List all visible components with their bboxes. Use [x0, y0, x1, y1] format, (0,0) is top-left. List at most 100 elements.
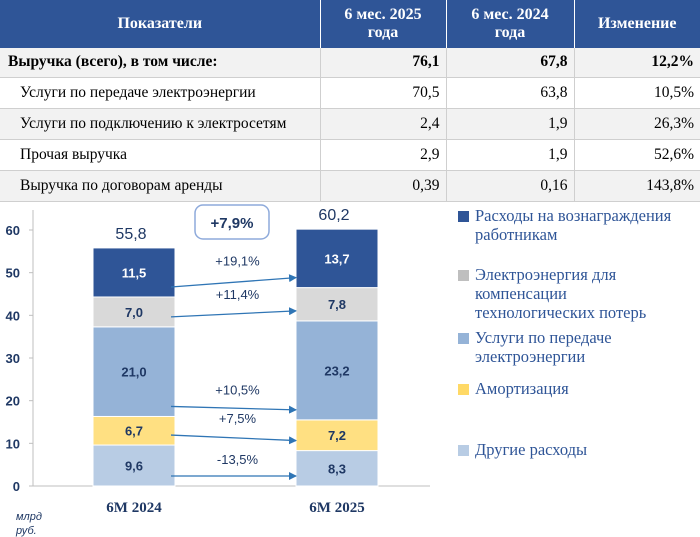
legend-item: Электроэнергия для компенсации технологиче…	[458, 265, 646, 322]
row-value-2024: 63,8	[445, 77, 574, 109]
bar-segment	[92, 247, 176, 298]
legend-label-line: Амортизация	[475, 379, 569, 398]
bar-segment	[92, 444, 176, 487]
legend-label-line: электроэнергии	[475, 347, 586, 366]
table-row: Прочая выручка 2,9 1,9 52,6%	[0, 139, 700, 171]
row-value-2024: 67,8	[445, 48, 574, 78]
bar-segment-label: 6,7	[125, 424, 143, 439]
row-label: Выручка (всего), в том числе:	[0, 48, 320, 78]
legend-item: Амортизация	[458, 379, 569, 398]
bar-segment-label: 7,2	[328, 428, 346, 443]
change-label: -13,5%	[217, 452, 259, 467]
change-label: +7,5%	[219, 411, 257, 426]
change-arrow	[170, 434, 297, 445]
change-arrow	[170, 274, 297, 288]
bar-segment	[295, 228, 379, 289]
row-value-2025: 2,4	[319, 108, 446, 140]
y-tick-label: 50	[6, 266, 20, 281]
bar-segment-label: 13,7	[324, 251, 349, 266]
legend-label: Услуги по передаче электроэнергии	[475, 328, 612, 366]
legend-swatch	[458, 445, 469, 456]
row-change: 52,6%	[573, 139, 700, 171]
header-6m-2024-line1: 6 мес. 2024	[471, 6, 549, 23]
legend-label: Расходы на вознаграждения работникам	[475, 206, 671, 244]
bar-segment-label: 9,6	[125, 459, 143, 474]
bar-segment	[295, 320, 379, 421]
bar-total-label: 60,2	[318, 207, 349, 224]
y-tick-label: 20	[6, 394, 20, 409]
header-6m-2024-line2: года	[494, 24, 526, 41]
table-row: Услуги по подключению к электросетям 2,4…	[0, 108, 700, 140]
legend-item: Услуги по передаче электроэнергии	[458, 328, 612, 366]
change-arrow	[170, 405, 297, 414]
legend-swatch	[458, 270, 469, 281]
bar-segment-label: 7,8	[328, 297, 346, 312]
change-label: +19,1%	[215, 254, 260, 269]
legend-swatch	[458, 333, 469, 344]
bar-segment	[92, 415, 176, 446]
change-label: +10,5%	[215, 382, 260, 397]
legend-label-line: компенсации	[475, 284, 567, 303]
bar-segment-label: 21,0	[121, 365, 146, 380]
legend-item: Другие расходы	[458, 440, 587, 459]
bar-segment	[92, 326, 176, 417]
y-tick-label: 60	[6, 223, 20, 238]
row-value-2025: 70,5	[319, 77, 446, 109]
row-value-2025: 0,39	[319, 170, 446, 202]
bar-segment-label: 23,2	[324, 363, 349, 378]
x-category-label: 6M 2024	[106, 500, 162, 516]
row-value-2025: 76,1	[319, 48, 446, 78]
legend-label-line: Другие расходы	[475, 440, 588, 459]
legend-swatch	[458, 384, 469, 395]
legend-label-line: Расходы на вознаграждения	[475, 206, 672, 225]
bar-segment-label: 11,5	[122, 265, 147, 280]
row-value-2025: 2,9	[319, 139, 446, 171]
legend-label: Электроэнергия для компенсации технологиче…	[475, 265, 646, 322]
legend-swatch	[458, 211, 469, 222]
legend-label: Другие расходы	[475, 440, 587, 459]
row-value-2024: 0,16	[445, 170, 574, 202]
header-6m-2025: 6 мес. 2025 года	[320, 0, 447, 48]
row-change: 12,2%	[573, 48, 700, 78]
y-tick-label: 30	[6, 351, 20, 366]
row-label: Услуги по подключению к электросетям	[0, 108, 320, 140]
legend-item: Расходы на вознаграждения работникам	[458, 206, 671, 244]
bar-total-label: 55,8	[115, 226, 146, 243]
header-6m-2024: 6 мес. 2024 года	[446, 0, 575, 48]
bar-segment-label: 7,0	[125, 305, 143, 320]
row-change: 26,3%	[573, 108, 700, 140]
total-change-label: +7,9%	[211, 215, 254, 232]
table-header-row: Показатели 6 мес. 2025 года 6 мес. 2024 …	[0, 0, 700, 48]
y-tick-label: 0	[13, 479, 20, 494]
y-tick-label: 10	[6, 436, 20, 451]
header-change: Изменение	[574, 0, 700, 48]
legend-label-line: работникам	[475, 225, 558, 244]
change-arrow	[170, 307, 297, 318]
table-row-total: Выручка (всего), в том числе: 76,1 67,8 …	[0, 48, 700, 78]
stacked-bar-chart: 0 10 20 30 40 50 60 9,6 6,7 21,0 7,0 11,5 55,8 6M 202…	[6, 204, 430, 537]
bar-segment-label: 8,3	[328, 461, 346, 476]
unit-label-line2: руб.	[15, 525, 37, 537]
header-6m-2025-line1: 6 мес. 2025	[344, 6, 422, 23]
row-label: Выручка по договорам аренды	[0, 170, 320, 202]
table-row: Выручка по договорам аренды 0,39 0,16 14…	[0, 170, 700, 202]
y-tick-label: 40	[6, 308, 20, 323]
legend-label-line: технологических потерь	[475, 303, 647, 322]
row-value-2024: 1,9	[445, 108, 574, 140]
change-label: +11,4%	[216, 287, 260, 302]
legend-label: Амортизация	[475, 379, 569, 398]
header-6m-2025-line2: года	[367, 24, 399, 41]
row-label: Прочая выручка	[0, 139, 320, 171]
row-value-2024: 1,9	[445, 139, 574, 171]
unit-label-line1: млрд	[16, 511, 42, 523]
bar-segment	[295, 287, 379, 322]
total-change-badge	[194, 204, 270, 240]
legend-label-line: Услуги по передаче	[475, 328, 612, 347]
financial-table: Показатели 6 мес. 2025 года 6 мес. 2024 …	[0, 0, 700, 202]
row-change: 10,5%	[573, 77, 700, 109]
header-indicator: Показатели	[0, 0, 321, 48]
bar-segment	[92, 296, 176, 328]
bar-segment	[295, 450, 379, 487]
table-row: Услуги по передаче электроэнергии 70,5 6…	[0, 77, 700, 109]
legend-label-line: Электроэнергия для	[475, 265, 617, 284]
